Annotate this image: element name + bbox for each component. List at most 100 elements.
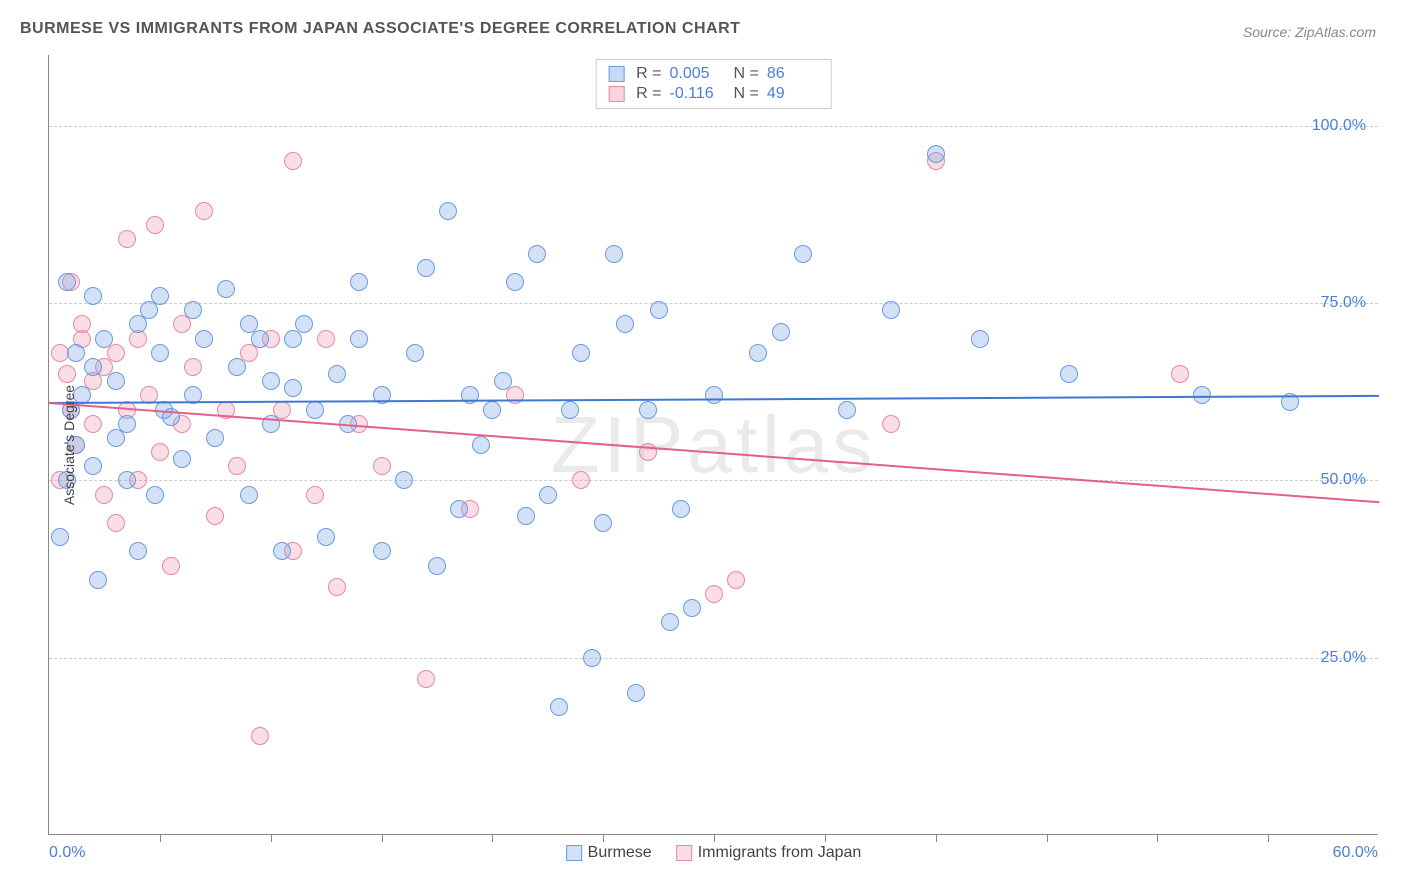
legend: BurmeseImmigrants from Japan xyxy=(566,844,862,862)
data-point xyxy=(195,330,213,348)
data-point xyxy=(661,613,679,631)
data-point xyxy=(550,698,568,716)
data-point xyxy=(616,315,634,333)
x-tick xyxy=(1157,834,1158,842)
data-point xyxy=(794,245,812,263)
stats-swatch xyxy=(608,66,624,82)
data-point xyxy=(184,301,202,319)
data-point xyxy=(173,450,191,468)
data-point xyxy=(129,542,147,560)
chart-title: BURMESE VS IMMIGRANTS FROM JAPAN ASSOCIA… xyxy=(20,20,740,38)
data-point xyxy=(494,372,512,390)
data-point xyxy=(483,401,501,419)
data-point xyxy=(73,315,91,333)
data-point xyxy=(749,344,767,362)
x-axis-min-label: 0.0% xyxy=(49,844,85,862)
data-point xyxy=(517,507,535,525)
data-point xyxy=(95,330,113,348)
legend-item: Immigrants from Japan xyxy=(676,844,862,862)
data-point xyxy=(639,401,657,419)
stats-r-label: R = xyxy=(636,65,661,83)
data-point xyxy=(118,471,136,489)
data-point xyxy=(406,344,424,362)
data-point xyxy=(151,287,169,305)
data-point xyxy=(572,471,590,489)
legend-swatch xyxy=(566,845,582,861)
data-point xyxy=(472,436,490,454)
x-tick xyxy=(603,834,604,842)
stats-row: R =-0.116N =49 xyxy=(608,84,819,104)
data-point xyxy=(184,358,202,376)
data-point xyxy=(838,401,856,419)
data-point xyxy=(439,202,457,220)
data-point xyxy=(89,571,107,589)
data-point xyxy=(162,557,180,575)
y-tick-label: 25.0% xyxy=(1321,649,1366,667)
data-point xyxy=(506,386,524,404)
data-point xyxy=(927,145,945,163)
data-point xyxy=(328,365,346,383)
stats-n-value: 49 xyxy=(767,85,819,103)
data-point xyxy=(84,415,102,433)
x-tick xyxy=(1047,834,1048,842)
gridline xyxy=(49,480,1378,481)
data-point xyxy=(306,401,324,419)
data-point xyxy=(107,372,125,390)
legend-swatch xyxy=(676,845,692,861)
data-point xyxy=(705,585,723,603)
data-point xyxy=(373,542,391,560)
data-point xyxy=(683,599,701,617)
data-point xyxy=(284,379,302,397)
data-point xyxy=(650,301,668,319)
data-point xyxy=(317,330,335,348)
source-label: Source: ZipAtlas.com xyxy=(1243,24,1376,40)
stats-n-label: N = xyxy=(734,85,759,103)
data-point xyxy=(295,315,313,333)
data-point xyxy=(594,514,612,532)
data-point xyxy=(151,443,169,461)
data-point xyxy=(151,344,169,362)
data-point xyxy=(146,486,164,504)
stats-r-value: -0.116 xyxy=(670,85,722,103)
data-point xyxy=(417,670,435,688)
data-point xyxy=(84,457,102,475)
legend-label: Immigrants from Japan xyxy=(698,844,862,862)
y-tick-label: 100.0% xyxy=(1312,117,1366,135)
data-point xyxy=(240,486,258,504)
data-point xyxy=(273,542,291,560)
data-point xyxy=(146,216,164,234)
data-point xyxy=(51,528,69,546)
data-point xyxy=(67,344,85,362)
data-point xyxy=(228,457,246,475)
stats-n-value: 86 xyxy=(767,65,819,83)
data-point xyxy=(561,401,579,419)
data-point xyxy=(539,486,557,504)
data-point xyxy=(627,684,645,702)
data-point xyxy=(251,330,269,348)
gridline xyxy=(49,126,1378,127)
stats-n-label: N = xyxy=(734,65,759,83)
data-point xyxy=(251,727,269,745)
x-tick xyxy=(160,834,161,842)
data-point xyxy=(572,344,590,362)
x-tick xyxy=(382,834,383,842)
data-point xyxy=(206,507,224,525)
data-point xyxy=(506,273,524,291)
data-point xyxy=(84,358,102,376)
data-point xyxy=(373,457,391,475)
gridline xyxy=(49,658,1378,659)
plot-area: ZIPatlas R =0.005N =86R =-0.116N =49 Ass… xyxy=(48,55,1378,835)
stats-swatch xyxy=(608,86,624,102)
data-point xyxy=(328,578,346,596)
y-axis-label: Associate's Degree xyxy=(61,384,77,504)
data-point xyxy=(971,330,989,348)
x-tick xyxy=(492,834,493,842)
data-point xyxy=(882,415,900,433)
data-point xyxy=(118,415,136,433)
data-point xyxy=(58,365,76,383)
data-point xyxy=(262,372,280,390)
x-tick xyxy=(271,834,272,842)
data-point xyxy=(195,202,213,220)
x-tick xyxy=(936,834,937,842)
data-point xyxy=(306,486,324,504)
